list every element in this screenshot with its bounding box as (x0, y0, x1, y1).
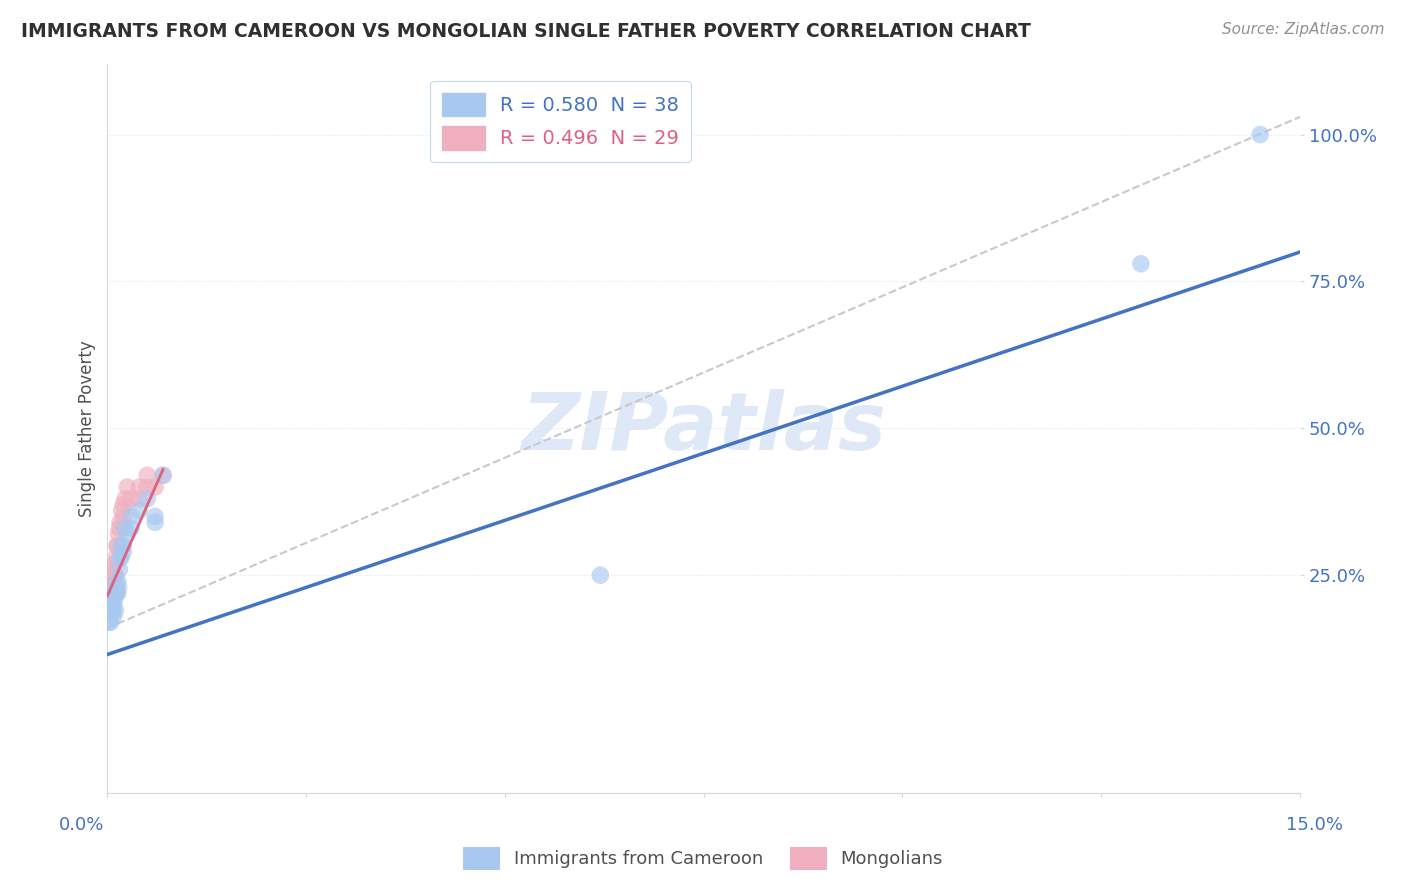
Point (112, 539, 135, 553)
Point (98, 615, 121, 630)
Point (128, 503, 150, 517)
Point (107, 574, 129, 588)
Point (120, 509, 142, 524)
Point (112, 544, 135, 558)
Point (105, 539, 128, 553)
Text: Source: ZipAtlas.com: Source: ZipAtlas.com (1222, 22, 1385, 37)
Point (107, 527, 129, 541)
Point (98, 586, 121, 600)
Point (101, 586, 124, 600)
Point (98, 603, 121, 617)
Point (1249, 128, 1271, 142)
Point (589, 568, 612, 582)
Point (114, 521, 136, 535)
Point (112, 498, 135, 512)
Point (143, 509, 166, 524)
Point (104, 586, 127, 600)
Point (108, 516, 131, 530)
Point (152, 468, 174, 483)
Legend: Immigrants from Cameroon, Mongolians: Immigrants from Cameroon, Mongolians (456, 839, 950, 876)
Point (1129, 257, 1152, 271)
Point (104, 557, 127, 571)
Point (103, 562, 125, 576)
Point (114, 491, 136, 506)
Point (100, 603, 122, 617)
Point (143, 516, 166, 530)
Text: IMMIGRANTS FROM CAMEROON VS MONGOLIAN SINGLE FATHER POVERTY CORRELATION CHART: IMMIGRANTS FROM CAMEROON VS MONGOLIAN SI… (21, 22, 1031, 41)
Point (100, 591, 122, 606)
Point (128, 480, 150, 494)
Point (111, 539, 134, 553)
Point (103, 609, 125, 624)
Point (117, 527, 139, 541)
Y-axis label: Single Father Poverty: Single Father Poverty (79, 340, 96, 516)
Point (101, 603, 124, 617)
Text: ZIPatlas: ZIPatlas (522, 389, 886, 467)
Point (103, 598, 125, 612)
Point (117, 480, 139, 494)
Point (100, 615, 122, 630)
Point (136, 468, 159, 483)
Point (105, 586, 128, 600)
Point (152, 468, 174, 483)
Point (107, 580, 129, 594)
Point (100, 574, 122, 588)
Point (128, 491, 150, 506)
Point (101, 568, 124, 582)
Point (104, 568, 127, 582)
Text: 15.0%: 15.0% (1286, 816, 1343, 834)
Point (101, 586, 124, 600)
Point (105, 550, 128, 565)
Point (107, 586, 129, 600)
Point (108, 550, 131, 565)
Point (100, 580, 122, 594)
Point (100, 586, 122, 600)
Text: 0.0%: 0.0% (59, 816, 104, 834)
Point (100, 598, 122, 612)
Point (120, 521, 142, 535)
Point (136, 491, 159, 506)
Point (104, 603, 127, 617)
Point (108, 521, 131, 535)
Point (112, 509, 135, 524)
Point (101, 574, 124, 588)
Point (143, 480, 166, 494)
Point (108, 562, 131, 576)
Point (105, 580, 128, 594)
Point (98, 591, 121, 606)
Point (120, 491, 142, 506)
Point (110, 550, 132, 565)
Point (107, 539, 129, 553)
Point (101, 603, 124, 617)
Point (136, 480, 159, 494)
Point (111, 503, 134, 517)
Point (103, 568, 125, 582)
Legend: R = 0.580  N = 38, R = 0.496  N = 29: R = 0.580 N = 38, R = 0.496 N = 29 (430, 81, 690, 161)
Point (103, 591, 125, 606)
